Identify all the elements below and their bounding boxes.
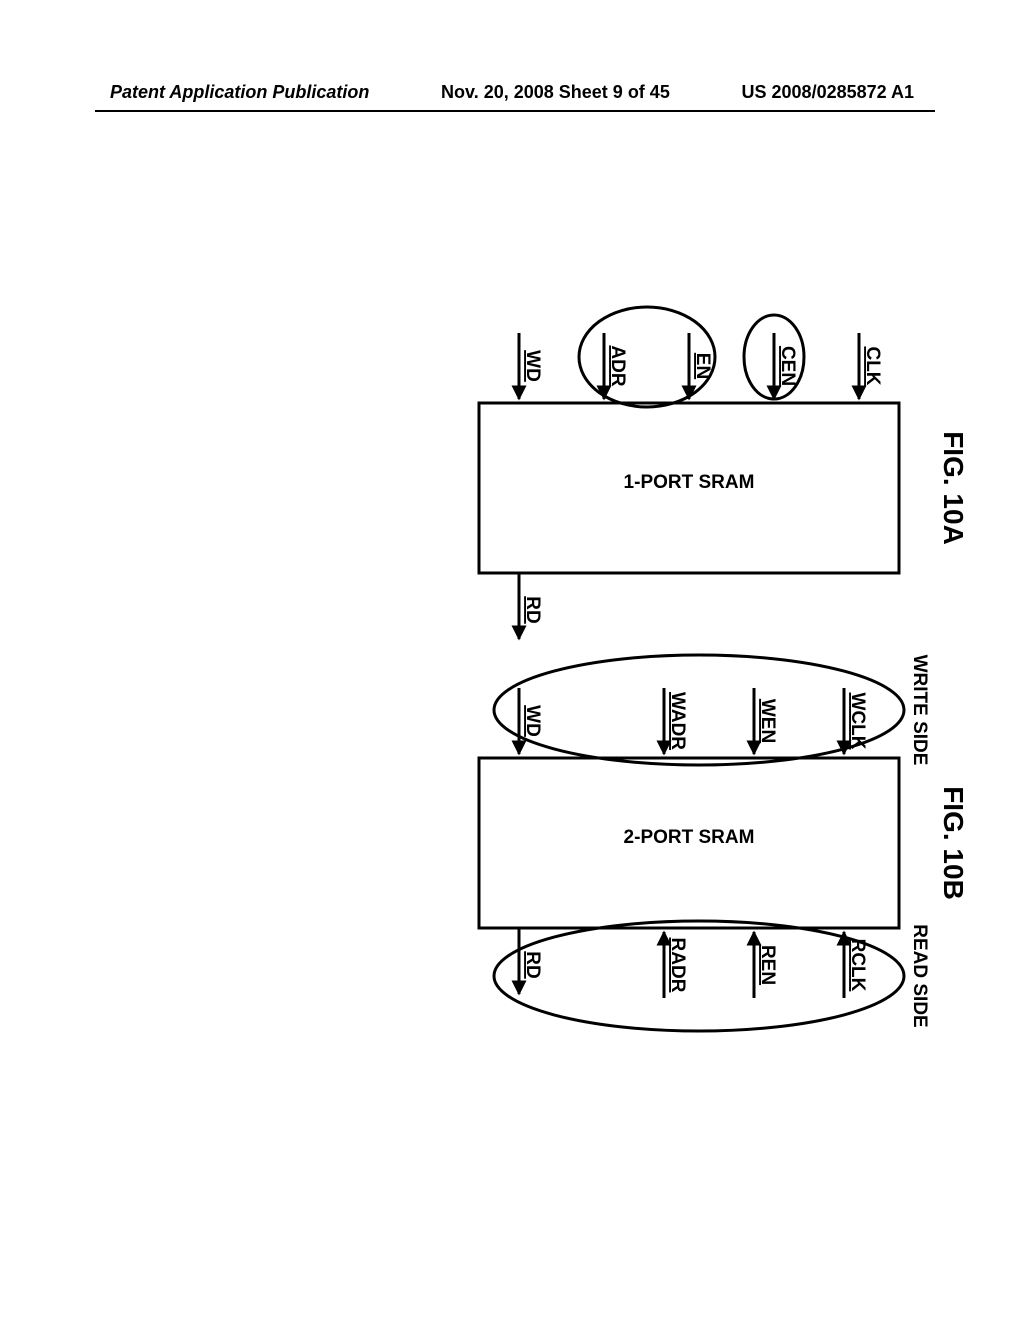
page: Patent Application Publication Nov. 20, … [0,0,1024,1320]
header-left: Patent Application Publication [110,82,369,103]
fig-10b: FIG. 10B WRITE SIDE READ SIDE 2-PORT SRA… [479,655,969,1031]
signal-label: REN [757,945,778,985]
signal-label: RADR [667,938,688,993]
figures-svg: FIG. 10A 1-PORT SRAM CLK CEN EN ADR WD RD FI… [0,140,1024,1310]
signal-label: CLK [862,346,883,385]
signal-label: WCLK [847,693,868,750]
signal-label: RD [522,596,543,623]
read-side-label: READ SIDE [909,924,930,1027]
signal-label: WEN [757,699,778,743]
write-side-label: WRITE SIDE [909,655,930,766]
fig-b-title: FIG. 10B [938,786,969,900]
fig-10a: FIG. 10A 1-PORT SRAM CLK CEN EN ADR WD RD [479,307,969,639]
header-right: US 2008/0285872 A1 [742,82,914,103]
header-rule [95,110,935,112]
signal-label: RD [522,951,543,978]
signal-label: CEN [777,346,798,386]
signal-label: WD [522,350,543,382]
signal-label: WADR [667,692,688,750]
header-mid: Nov. 20, 2008 Sheet 9 of 45 [441,82,670,103]
signal-label: EN [692,353,713,379]
fig-b-block-label: 2-PORT SRAM [624,827,755,848]
signal-label: RCLK [847,939,868,992]
signal-label: WD [522,705,543,737]
page-header: Patent Application Publication Nov. 20, … [0,82,1024,103]
fig-a-title: FIG. 10A [938,431,969,545]
fig-a-block-label: 1-PORT SRAM [624,472,755,493]
signal-label: ADR [607,345,628,386]
